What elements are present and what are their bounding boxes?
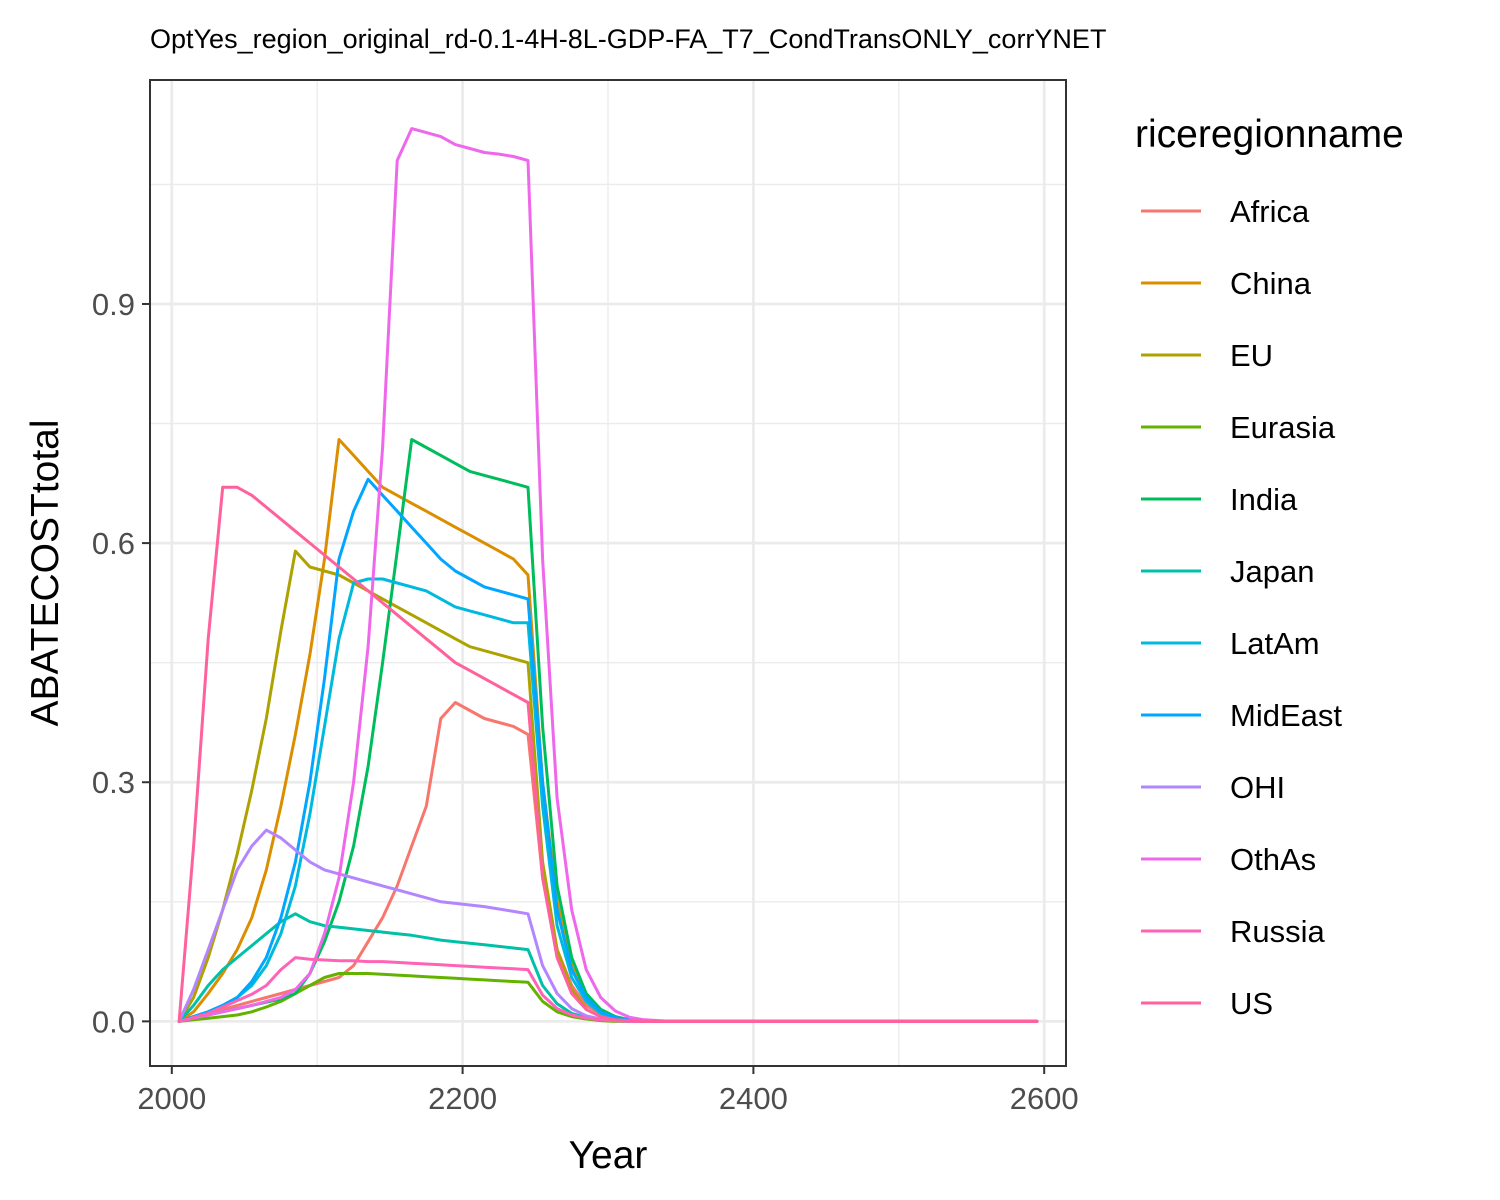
x-tick-label: 2000 xyxy=(137,1081,206,1116)
x-tick-label: 2600 xyxy=(1010,1081,1079,1116)
plot-area xyxy=(149,79,1067,1067)
grid-minor xyxy=(150,80,1066,1066)
legend-label: OthAs xyxy=(1230,842,1316,877)
legend-label: Africa xyxy=(1230,194,1310,229)
legend-item-othas: OthAs xyxy=(1141,842,1316,877)
legend-item-us: US xyxy=(1141,986,1273,1021)
x-tick-label: 2200 xyxy=(428,1081,497,1116)
legend-label: OHI xyxy=(1230,770,1285,805)
legend-item-eu: EU xyxy=(1141,338,1273,373)
legend-item-china: China xyxy=(1141,266,1312,301)
y-tick-label: 0.6 xyxy=(92,526,135,561)
plot-border xyxy=(149,79,1067,1067)
y-axis-title: ABATECOSTtotal xyxy=(24,419,67,726)
legend-label: India xyxy=(1230,482,1298,517)
legend-item-latam: LatAm xyxy=(1141,626,1320,661)
legend-title: riceregionname xyxy=(1135,113,1404,156)
series-line-us xyxy=(177,485,1039,1023)
legend-item-ohi: OHI xyxy=(1141,770,1285,805)
legend-label: Eurasia xyxy=(1230,410,1336,445)
legend-label: MidEast xyxy=(1230,698,1342,733)
legend-items: Africa China EU Eurasia India Japan LatAm MidEa… xyxy=(1141,194,1342,1021)
y-tick-label: 0.9 xyxy=(92,287,135,322)
y-tick-label: 0.0 xyxy=(92,1004,135,1039)
legend-item-eurasia: Eurasia xyxy=(1141,410,1336,445)
legend-item-africa: Africa xyxy=(1141,194,1310,229)
series-lines xyxy=(177,127,1039,1023)
legend-label: Russia xyxy=(1230,914,1326,949)
legend-label: LatAm xyxy=(1230,626,1320,661)
legend-item-mideast: MidEast xyxy=(1141,698,1342,733)
legend-item-india: India xyxy=(1141,482,1298,517)
y-tick-label: 0.3 xyxy=(92,765,135,800)
legend: riceregionname Africa China EU Eurasia India… xyxy=(1135,113,1404,1021)
legend-label: US xyxy=(1230,986,1273,1021)
legend-label: EU xyxy=(1230,338,1273,373)
legend-label: Japan xyxy=(1230,554,1314,589)
x-axis-title: Year xyxy=(569,1134,648,1177)
x-axis: 2000 2200 2400 2600 xyxy=(137,1066,1079,1116)
x-tick-label: 2400 xyxy=(719,1081,788,1116)
legend-label: China xyxy=(1230,266,1312,301)
y-axis: 0.0 0.3 0.6 0.9 xyxy=(92,287,150,1039)
legend-item-japan: Japan xyxy=(1141,554,1314,589)
legend-item-russia: Russia xyxy=(1141,914,1326,949)
chart-title: OptYes_region_original_rd-0.1-4H-8L-GDP-… xyxy=(150,24,1106,54)
